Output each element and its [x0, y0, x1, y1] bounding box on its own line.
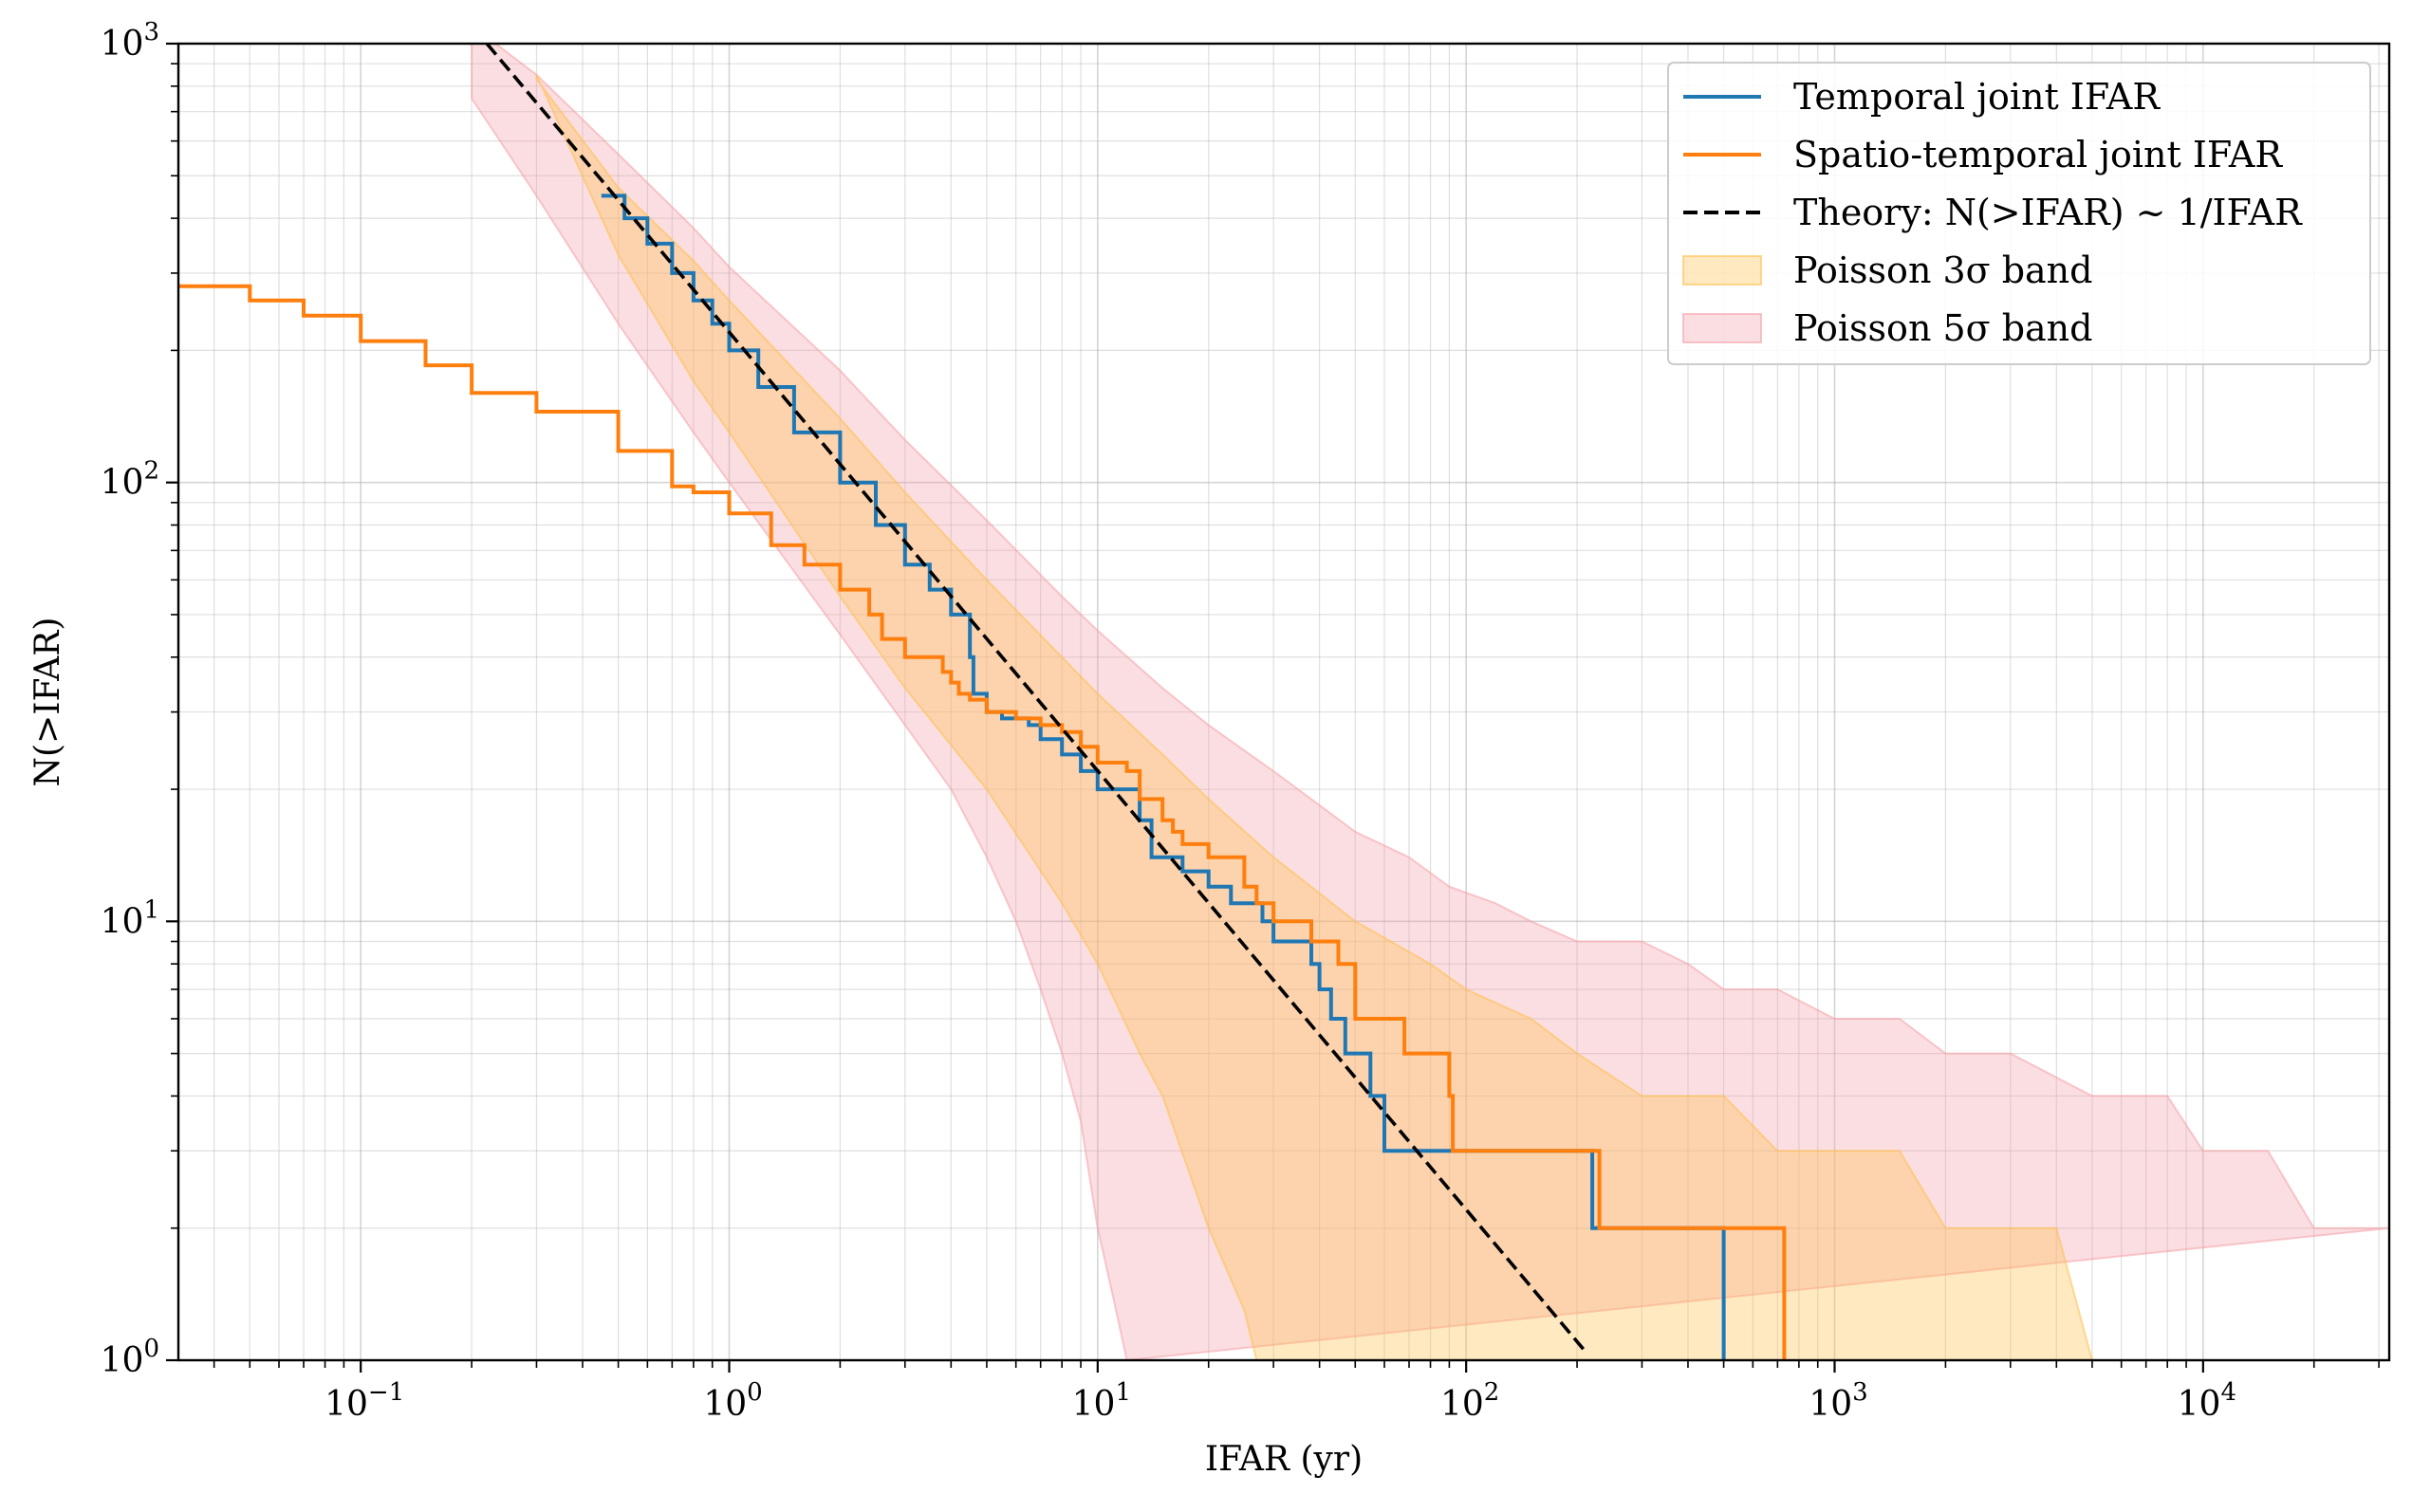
y-tick-label: 101 — [101, 895, 159, 941]
y-tick-label: 103 — [101, 18, 159, 64]
legend-label: Poisson 3σ band — [1793, 249, 2092, 291]
x-tick-label: 103 — [1809, 1378, 1867, 1424]
y-tick-label: 100 — [101, 1335, 159, 1380]
legend-item: Poisson 5σ band — [1682, 307, 2092, 349]
band-layer — [471, 44, 2389, 1360]
y-axis-label: N(>IFAR) — [28, 618, 67, 787]
y-tick-label: 102 — [101, 457, 159, 503]
plot-frame — [176, 42, 2391, 1362]
theory-line — [485, 44, 1586, 1353]
axes-layer: 10−1 100 101 102 103 104 100 101 102 103 — [101, 18, 2391, 1424]
x-tick-label: 101 — [1072, 1378, 1131, 1424]
legend-box — [1667, 62, 2371, 365]
x-tick-label: 102 — [1440, 1378, 1499, 1424]
legend-item: Theory: N(>IFAR) ~ 1/IFAR — [1683, 192, 2303, 233]
x-tick-label: 104 — [2178, 1378, 2236, 1424]
legend-swatch — [1682, 255, 1762, 286]
legend-label: Theory: N(>IFAR) ~ 1/IFAR — [1793, 192, 2303, 233]
poisson-3sigma-band — [535, 74, 2093, 1360]
legend-item: Temporal joint IFAR — [1683, 76, 2161, 118]
temporal-ifar-line — [601, 194, 1726, 1360]
legend-label: Temporal joint IFAR — [1793, 76, 2161, 118]
legend: Temporal joint IFAR Spatio-temporal joint… — [1667, 62, 2371, 365]
poisson-5sigma-band — [471, 44, 2389, 1360]
x-tick-label: 100 — [703, 1378, 762, 1424]
grid-layer — [178, 43, 2389, 1361]
legend-label: Poisson 5σ band — [1793, 307, 2092, 349]
x-tick-label: 10−1 — [325, 1378, 404, 1424]
legend-item: Poisson 3σ band — [1682, 249, 2092, 291]
legend-swatch — [1682, 313, 1762, 343]
legend-label: Spatio-temporal joint IFAR — [1793, 134, 2283, 175]
x-axis-label: IFAR (yr) — [1205, 1440, 1363, 1479]
legend-item: Spatio-temporal joint IFAR — [1683, 134, 2283, 175]
series-layer — [178, 44, 1787, 1360]
spatio-temporal-ifar-line — [178, 284, 1787, 1360]
